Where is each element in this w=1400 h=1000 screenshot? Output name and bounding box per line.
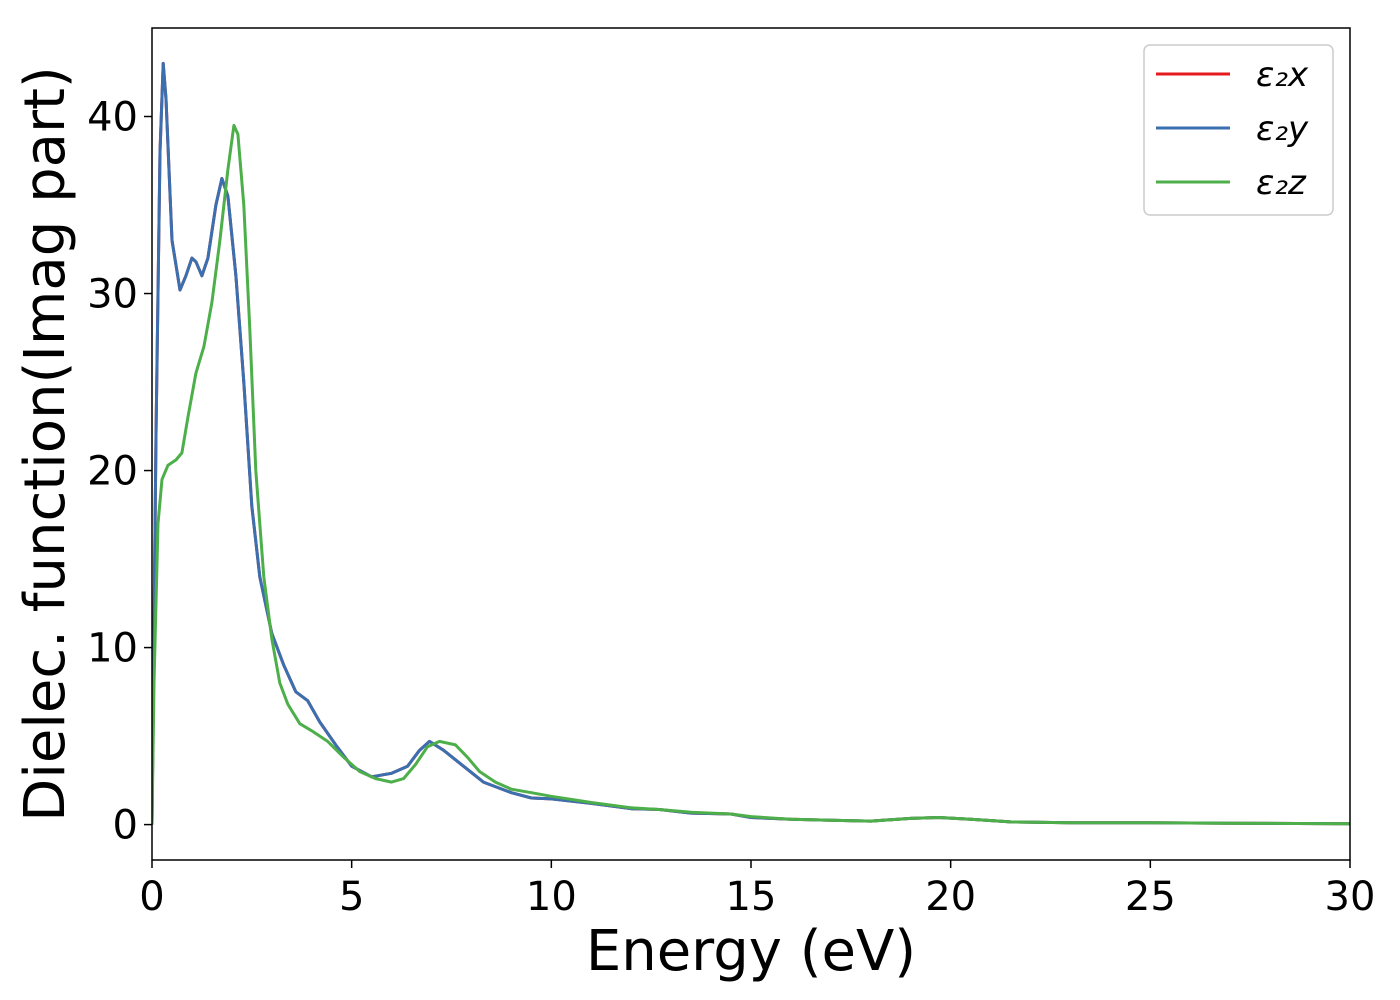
y-tick-label: 20: [87, 449, 138, 495]
x-axis-title: Energy (eV): [586, 919, 916, 984]
x-tick-label: 0: [139, 874, 164, 920]
y-axis: 0 10 20 30 40: [87, 95, 152, 849]
x-tick-label: 25: [1125, 874, 1176, 920]
y-tick-label: 0: [113, 803, 138, 849]
y-tick-label: 10: [87, 626, 138, 672]
x-tick-label: 10: [526, 874, 577, 920]
x-tick-label: 30: [1325, 874, 1376, 920]
x-axis: 0 5 10 15 20 25 30: [139, 860, 1375, 920]
y-axis-title: Dielec. function(Imag part): [13, 66, 78, 822]
y-tick-label: 40: [87, 95, 138, 141]
legend-label-1: ε₂y: [1256, 109, 1309, 149]
legend-label-0: ε₂x: [1256, 55, 1309, 95]
y-tick-label: 30: [87, 272, 138, 318]
x-tick-label: 20: [925, 874, 976, 920]
legend: ε₂x ε₂y ε₂z: [1143, 44, 1334, 216]
series-line-2: [152, 123, 1350, 826]
curves-layer: [152, 61, 1350, 826]
x-tick-label: 5: [339, 874, 364, 920]
legend-box: [1143, 44, 1334, 216]
x-tick-label: 15: [726, 874, 777, 920]
legend-label-2: ε₂z: [1256, 163, 1307, 203]
